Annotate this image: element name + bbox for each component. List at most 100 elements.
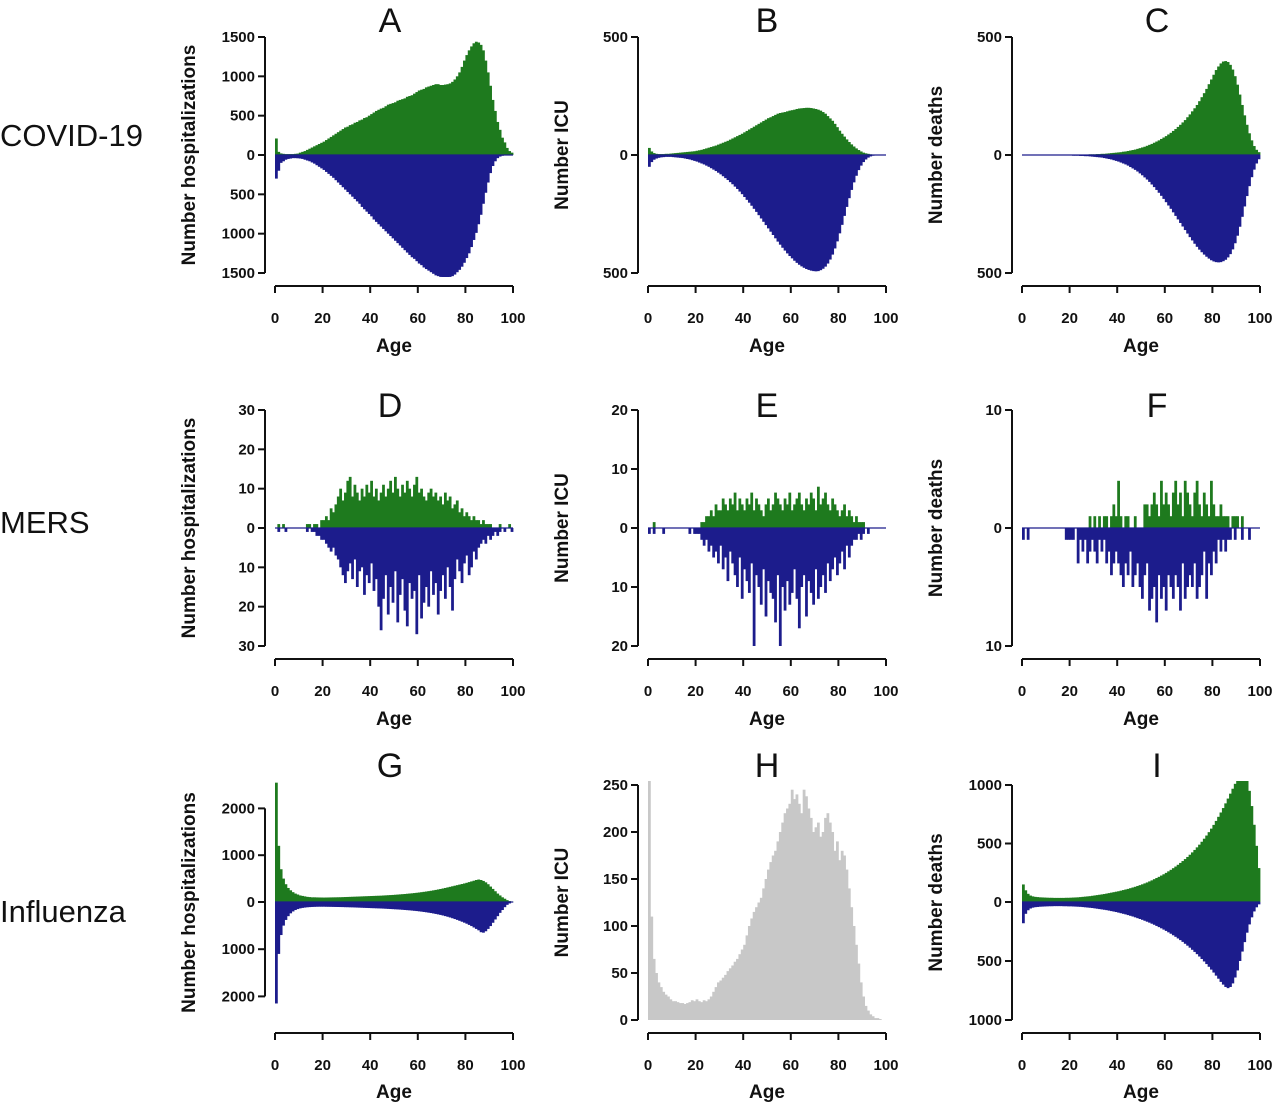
- panel-b-upper-bar: [728, 139, 732, 155]
- panel-f-lower-bar: [1169, 528, 1173, 587]
- panel-f-upper-bar: [1167, 504, 1170, 528]
- panel-a-upper-bar: [363, 118, 366, 155]
- panel-d-upper-bar: [498, 524, 502, 528]
- panel-i-upper-bar: [1157, 876, 1161, 903]
- panel-a-lower-bar: [336, 155, 340, 183]
- panel-e-x-tick-label: 40: [735, 683, 752, 700]
- panel-i-upper-bar: [1179, 862, 1182, 902]
- panel-i-upper-bar: [1060, 897, 1063, 902]
- panel-g-lower-bar: [374, 902, 378, 909]
- panel-i-upper-bar: [1243, 781, 1247, 902]
- panel-d-x-tick-label: 20: [314, 683, 331, 700]
- panel-i-lower-bar: [1048, 902, 1051, 907]
- panel-i-lower-bar: [1088, 902, 1092, 908]
- panel-a-y-tick-label: 1000: [222, 226, 255, 243]
- panel-g-upper-bar: [294, 893, 297, 902]
- panel-a-upper-bar: [372, 112, 376, 155]
- panel-c-lower-bar: [1124, 155, 1128, 165]
- panel-h-bar: [648, 781, 651, 1020]
- panel-a-upper-bar: [339, 130, 343, 155]
- panel-b-upper-bar: [755, 125, 758, 155]
- panel-i-upper-bar: [1198, 844, 1201, 902]
- panel-h-bar: [750, 918, 754, 1020]
- panel-a-lower-bar: [358, 155, 362, 204]
- panel-g-upper-bar: [458, 884, 462, 902]
- panel-d-lower-bar: [496, 528, 500, 536]
- panel-d-lower-bar: [422, 528, 426, 603]
- panel-b-lower-bar: [709, 155, 713, 169]
- panel-a-lower-bar: [305, 155, 309, 161]
- panel-b-upper-bar: [786, 111, 789, 155]
- panel-e-lower-bar: [733, 528, 737, 576]
- panel-d-lower-bar: [467, 528, 471, 576]
- panel-g-lower-bar: [479, 902, 483, 933]
- panel-a-lower-bar: [308, 155, 312, 162]
- panel-d-lower-bar: [379, 528, 383, 631]
- panel-h-bar: [845, 869, 849, 1020]
- panel-d-upper-bar: [339, 488, 343, 528]
- panel-h-bar: [695, 999, 699, 1020]
- panel-c-lower-bar: [1136, 155, 1140, 172]
- panel-c-lower-bar: [1129, 155, 1132, 168]
- panel-c-lower-bar: [1240, 155, 1244, 217]
- panel-e-lower-bar: [807, 528, 811, 582]
- panel-a-lower-bar: [434, 155, 438, 276]
- panel-b-upper-bar: [681, 152, 685, 155]
- panel-c-upper-bar: [1171, 130, 1175, 155]
- panel-c-x-tick-label: 40: [1109, 310, 1126, 327]
- panel-d-upper-bar: [443, 492, 447, 528]
- panel-c-upper-bar: [1214, 70, 1218, 155]
- panel-e-upper-bar: [721, 498, 725, 528]
- panel-h-bar: [667, 996, 670, 1020]
- panel-e-lower-bar: [797, 528, 801, 629]
- panel-b-upper-bar: [833, 123, 837, 155]
- panel-b-lower-bar: [840, 155, 844, 225]
- panel-h-bar: [671, 1001, 675, 1020]
- panel-b-upper-bar: [671, 153, 675, 155]
- panel-h-bar: [862, 996, 865, 1020]
- panel-i-upper-bar: [1167, 871, 1170, 902]
- panel-d-bars: [275, 476, 514, 635]
- panel-a-lower-bar: [398, 155, 402, 246]
- panel-d-upper-bar: [358, 500, 362, 528]
- panel-i-upper-bar: [1169, 869, 1173, 903]
- panel-e-upper-bar: [733, 492, 737, 528]
- panel-d-upper-bar: [432, 496, 435, 528]
- panel-e-lower-bar: [721, 528, 725, 570]
- panel-d-upper-bar: [441, 504, 445, 528]
- panel-c-upper-bar: [1210, 79, 1213, 155]
- panel-g-upper-bar: [401, 894, 404, 902]
- panel-i-upper-bar: [1190, 852, 1194, 902]
- panel-h-bar: [728, 968, 732, 1020]
- panel-a-upper-bar: [315, 145, 319, 155]
- panel-a-lower-bar: [405, 155, 409, 253]
- panel-a-lower-bar: [467, 155, 471, 254]
- panel-g-lower-bar: [477, 902, 481, 931]
- panel-b-lower-bar: [676, 155, 680, 158]
- panel-g-upper-bar: [298, 895, 302, 902]
- panel-d-upper-bar: [389, 480, 393, 528]
- panel-a-lower-bar: [496, 155, 500, 159]
- panel-d-lower-bar: [441, 528, 445, 576]
- panel-f-upper-bar: [1179, 492, 1182, 528]
- panel-g-upper-bar: [379, 895, 383, 902]
- panel-h-bar: [705, 1001, 708, 1020]
- panel-d-lower-bar: [477, 528, 481, 548]
- panel-c-lower-bar: [1141, 155, 1144, 176]
- panel-f-y-tick-label: 10: [985, 402, 1002, 419]
- panel-h-bar: [878, 1019, 882, 1020]
- panel-e-upper-bar: [826, 504, 830, 528]
- panel-i-upper-bar: [1162, 874, 1166, 902]
- panel-b-upper-bar: [838, 130, 842, 155]
- panel-e-lower-bar: [743, 528, 746, 570]
- panel-g-lower-bar: [296, 902, 300, 910]
- panel-a-lower-bar: [443, 155, 447, 277]
- panel-g-upper-bar: [377, 895, 381, 902]
- panel-d-lower-bar: [332, 528, 335, 548]
- panel-e-upper-bar: [793, 504, 796, 528]
- panel-h-bars: [648, 781, 882, 1020]
- panel-d-lower-bar: [465, 528, 469, 556]
- panel-i-x-tick-label: 0: [1018, 1057, 1026, 1074]
- panel-a-upper-bar: [474, 41, 478, 155]
